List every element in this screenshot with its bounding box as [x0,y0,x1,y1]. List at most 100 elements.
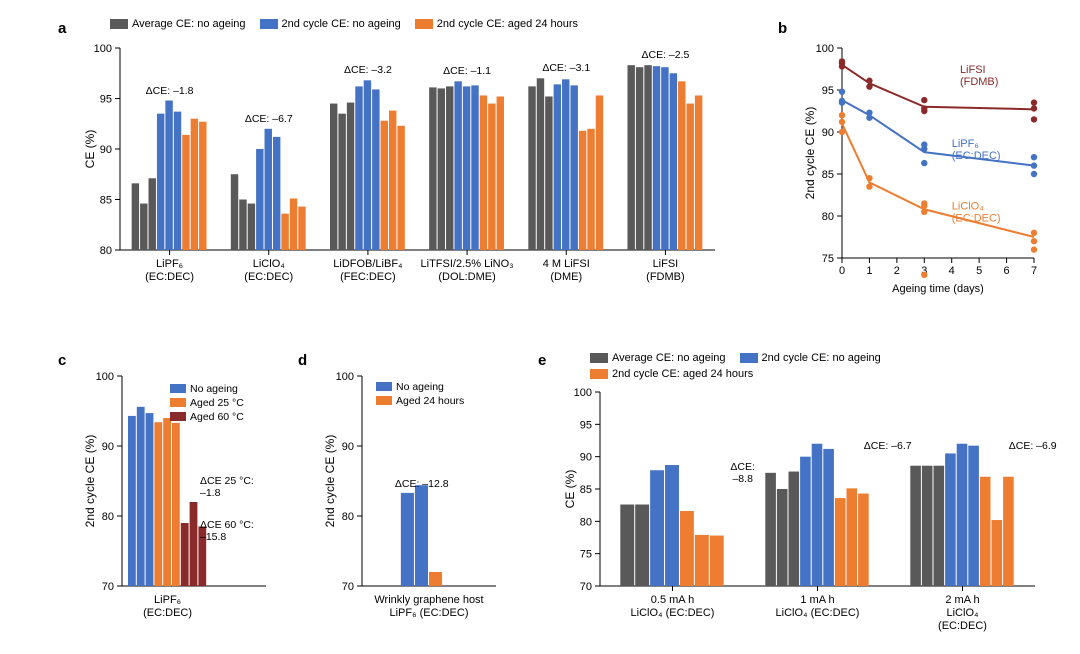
svg-text:6: 6 [1004,265,1010,277]
svg-text:90: 90 [342,441,354,453]
chart-e: 70 75 80 85 90 95 100 CE (%) [560,370,1040,630]
svg-text:4: 4 [949,265,955,277]
svg-text:ΔCE: –12.8: ΔCE: –12.8 [395,478,449,490]
svg-text:80: 80 [100,245,112,257]
legend-swatch-blue [260,19,278,29]
svg-text:(EC:DEC): (EC:DEC) [952,150,1001,162]
x-category-label: 0.5 mA hLiClO₄ (EC:DEC) [631,594,715,620]
legend-swatch-gray [590,353,608,363]
x-category-label: 1 mA hLiClO₄ (EC:DEC) [776,594,860,620]
svg-text:ΔCE 60 °C:: ΔCE 60 °C: [200,519,254,531]
svg-text:1: 1 [866,265,872,277]
svg-text:LiClO₄: LiClO₄ [952,200,985,212]
x-category-label: 4 M LiFSI(DME) [543,258,590,284]
svg-text:100: 100 [574,387,592,399]
svg-text:5: 5 [976,265,982,277]
svg-text:75: 75 [822,253,834,265]
svg-text:70: 70 [102,581,114,593]
x-category-label: Wrinkly graphene hostLiPF₆ (EC:DEC) [349,594,509,620]
svg-text:–15.8: –15.8 [200,531,226,543]
svg-text:CE (%): CE (%) [563,470,577,509]
legend-label: Average CE: no ageing [612,352,726,364]
svg-text:95: 95 [822,85,834,97]
x-category-label: 2 mA hLiClO₄ (EC:DEC) [924,594,1002,634]
chart-d: 70 80 90 100 2nd cycle CE (%) No ageing Aged 2… [320,370,500,630]
svg-text:100: 100 [96,371,114,383]
legend-label: 2nd cycle CE: aged 24 hours [612,368,753,380]
svg-text:95: 95 [580,419,592,431]
panel-a: a Average CE: no ageing 2nd cycle CE: no… [80,38,720,298]
svg-text:90: 90 [102,441,114,453]
svg-text:2nd cycle CE (%): 2nd cycle CE (%) [323,435,337,528]
svg-text:75: 75 [580,549,592,561]
svg-text:100: 100 [816,43,834,55]
svg-text:Ageing time (days): Ageing time (days) [892,283,984,295]
svg-text:95: 95 [100,94,112,106]
delta-ce-label: ΔCE: –3.2 [344,64,392,76]
legend-a: Average CE: no ageing 2nd cycle CE: no a… [110,18,578,30]
panel-c: c 7080901002nd cycle CE (%)No ageingAged… [80,370,270,630]
svg-text:ΔCE 25 °C:: ΔCE 25 °C: [200,475,254,487]
legend-swatch-gray [110,19,128,29]
svg-text:85: 85 [822,169,834,181]
svg-text:80: 80 [822,211,834,223]
panel-label-d: d [298,352,307,369]
delta-ce-label: ΔCE: –1.1 [443,65,491,77]
panel-e: e Average CE: no ageing 2nd cycle CE: no… [560,370,1040,630]
panel-b: b 7580859095100012345672nd cycle CE (%)A… [800,38,1040,298]
delta-ce-label: ΔCE: –6.7 [864,440,912,452]
svg-text:Aged 24 hours: Aged 24 hours [396,395,464,407]
svg-text:7: 7 [1031,265,1037,277]
delta-ce-label: ΔCE: –6.7 [245,113,293,125]
svg-text:70: 70 [580,581,592,593]
x-category-label: LiClO₄(EC:DEC) [244,258,293,284]
x-category-label: LiTFSI/2.5% LiNO₃(DOL:DME) [421,258,514,284]
legend-label: Average CE: no ageing [132,18,246,30]
svg-text:(FDMB): (FDMB) [960,76,999,88]
svg-text:CE (%): CE (%) [83,130,97,169]
panel-d: d 7080901002nd cycle CE (%)No ageingAged… [320,370,500,630]
delta-ce-label: ΔCE:–8.8 [730,461,755,485]
figure-page: { "colors": { "gray": "#595959", "blue":… [0,0,1080,654]
svg-text:0: 0 [839,265,845,277]
legend-label: 2nd cycle CE: no ageing [762,352,881,364]
chart-b: 7580859095100012345672nd cycle CE (%)Age… [800,38,1040,298]
legend-swatch-orange [590,369,608,379]
svg-text:2nd cycle CE (%): 2nd cycle CE (%) [83,435,97,528]
delta-ce-label: ΔCE: –3.1 [542,62,590,74]
svg-text:90: 90 [580,452,592,464]
delta-ce-label: ΔCE: –2.5 [641,49,689,61]
panel-label-b: b [778,20,787,37]
delta-ce-label: ΔCE: –1.8 [146,85,194,97]
svg-text:2nd cycle CE (%): 2nd cycle CE (%) [803,107,817,200]
svg-text:LiPF₆: LiPF₆ [952,138,979,150]
svg-text:85: 85 [580,484,592,496]
legend-e: Average CE: no ageing 2nd cycle CE: no a… [590,352,1010,380]
delta-ce-label: ΔCE: –6.9 [1009,440,1057,452]
svg-text:80: 80 [580,516,592,528]
svg-text:100: 100 [94,43,112,55]
svg-text:85: 85 [100,195,112,207]
svg-text:No ageing: No ageing [396,381,444,393]
x-category-label: LiDFOB/LiBF₄(FEC:DEC) [333,258,402,284]
svg-text:90: 90 [100,144,112,156]
svg-text:90: 90 [822,127,834,139]
svg-text:–1.8: –1.8 [200,487,221,499]
chart-c: 70 80 90 100 2nd cycle CE (%) No ageing Aged 2… [80,370,270,630]
panel-label-c: c [58,352,66,369]
x-category-label: LiPF₆(EC:DEC) [143,594,192,620]
svg-text:2: 2 [894,265,900,277]
svg-text:Aged 25 °C: Aged 25 °C [190,397,244,409]
legend-label: 2nd cycle CE: no ageing [282,18,401,30]
svg-text:70: 70 [342,581,354,593]
legend-swatch-blue [740,353,758,363]
x-category-label: LiPF₆(EC:DEC) [145,258,194,284]
x-category-label: LiFSI(FDMB) [646,258,685,284]
svg-text:No ageing: No ageing [190,383,238,395]
svg-text:80: 80 [342,511,354,523]
svg-text:100: 100 [336,371,354,383]
legend-label: 2nd cycle CE: aged 24 hours [437,18,578,30]
svg-text:Aged 60 °C: Aged 60 °C [190,411,244,423]
panel-label-e: e [538,352,546,369]
svg-text:80: 80 [102,511,114,523]
